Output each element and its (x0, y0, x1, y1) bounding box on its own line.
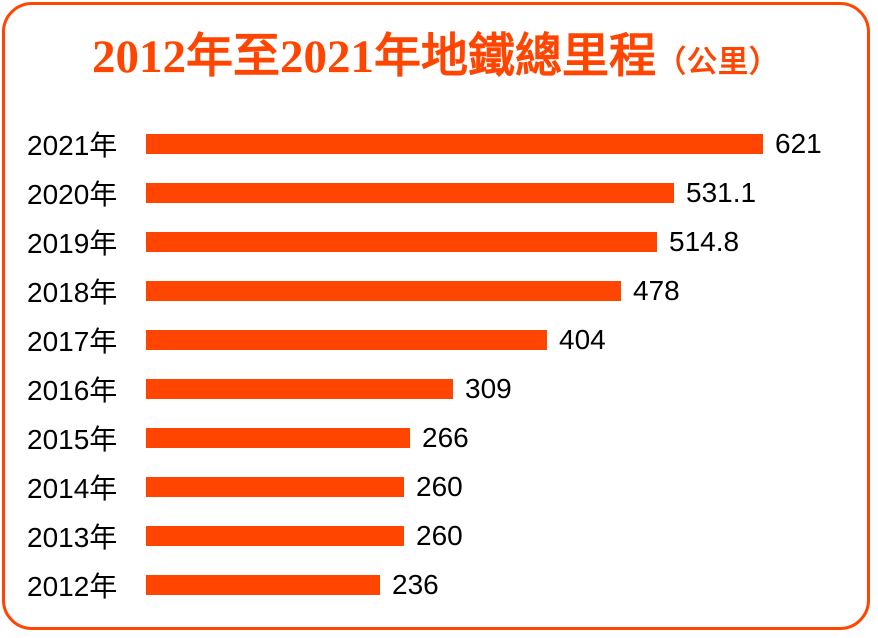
value-label: 478 (633, 274, 680, 306)
value-label: 236 (392, 568, 439, 600)
year-label: 2013年 (27, 521, 118, 553)
bar-row: 2015年 266 (27, 413, 867, 462)
value-label: 531.1 (686, 176, 757, 208)
bar (146, 476, 404, 497)
year-label: 2017年 (27, 325, 118, 357)
bar (146, 378, 453, 399)
bar-row: 2014年 260 (27, 462, 867, 511)
year-label: 2018年 (27, 276, 118, 308)
bar-row: 2020年 531.1 (27, 168, 867, 217)
bar-chart: 2021年 621 2020年 531.1 2019年 514.8 2018年 478 2017… (5, 119, 867, 609)
value-label: 309 (465, 372, 512, 404)
value-label: 266 (422, 421, 469, 453)
bar (146, 133, 763, 154)
value-label: 260 (416, 519, 463, 551)
bar-row: 2016年 309 (27, 364, 867, 413)
bar (146, 329, 547, 350)
value-label: 514.8 (669, 225, 740, 257)
chart-title-unit: （公里） (656, 46, 780, 79)
bar-row: 2019年 514.8 (27, 217, 867, 266)
chart-title: 2012年至2021年地鐵總里程（公里） (5, 27, 867, 93)
year-label: 2021年 (27, 129, 118, 161)
bar (146, 231, 657, 252)
bar (146, 574, 380, 595)
year-label: 2014年 (27, 472, 118, 504)
year-label: 2019年 (27, 227, 118, 259)
chart-title-main: 2012年至2021年地鐵總里程 (92, 31, 656, 83)
bar-row: 2021年 621 (27, 119, 867, 168)
value-label: 404 (559, 323, 606, 355)
bar-row: 2017年 404 (27, 315, 867, 364)
bar-row: 2012年 236 (27, 560, 867, 609)
bar (146, 427, 410, 448)
bar-row: 2018年 478 (27, 266, 867, 315)
bar (146, 525, 404, 546)
year-label: 2016年 (27, 374, 118, 406)
bar (146, 280, 621, 301)
year-label: 2012年 (27, 570, 118, 602)
year-label: 2015年 (27, 423, 118, 455)
value-label: 621 (775, 127, 822, 159)
chart-frame: 2012年至2021年地鐵總里程（公里） 2021年 621 2020年 531.1 2… (2, 2, 870, 630)
value-label: 260 (416, 470, 463, 502)
bar-row: 2013年 260 (27, 511, 867, 560)
bar (146, 182, 674, 203)
year-label: 2020年 (27, 178, 118, 210)
